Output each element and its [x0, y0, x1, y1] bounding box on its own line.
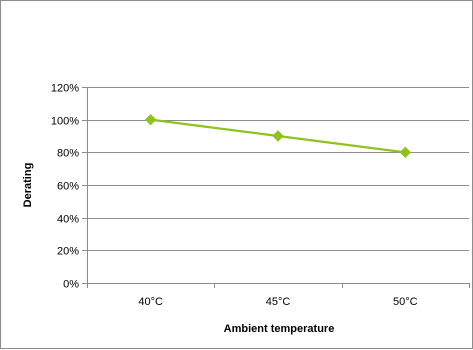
- x-tick-labels: 40°C 45°C 50°C: [138, 296, 417, 308]
- y-tick-label: 120%: [51, 83, 79, 95]
- y-tick-label: 60%: [57, 181, 79, 193]
- data-point: [399, 146, 412, 159]
- y-tick-label: 100%: [51, 116, 79, 128]
- x-tick-label: 40°C: [138, 296, 163, 308]
- series-layer: [144, 113, 412, 159]
- axes: [82, 87, 470, 288]
- x-tick-label: 45°C: [266, 296, 291, 308]
- data-point: [272, 130, 284, 142]
- y-tick-label: 20%: [57, 246, 79, 258]
- gridlines: [87, 87, 469, 251]
- y-tick-label: 0%: [63, 279, 79, 291]
- y-tick-label: 40%: [57, 214, 79, 226]
- x-tick-label: 50°C: [393, 296, 418, 308]
- y-tick-labels: 0% 20% 40% 60% 80% 100% 120%: [51, 83, 79, 291]
- y-axis-title: Derating: [22, 163, 34, 208]
- y-tick-label: 80%: [57, 148, 79, 160]
- x-axis-title: Ambient temperature: [224, 323, 335, 335]
- data-point: [144, 113, 157, 126]
